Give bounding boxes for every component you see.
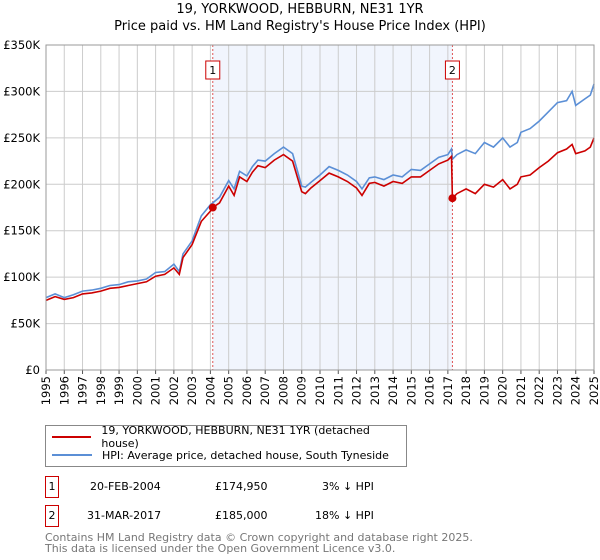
- x-tick-label: 1999: [112, 376, 126, 405]
- x-tick-label: 2005: [222, 376, 236, 405]
- y-tick-label: £0: [25, 363, 40, 377]
- series-line: [45, 137, 595, 302]
- price-chart: £0 £50K £100K £150K £200K £250K £300K £350K 1995…: [3, 38, 600, 405]
- footer-copyright: Contains HM Land Registry data © Crown c…: [45, 531, 473, 544]
- sale-label-box: [205, 60, 221, 80]
- x-tick-label: 2022: [532, 376, 546, 405]
- transaction-hpi: 18% ↓ HPI: [315, 509, 374, 522]
- sale-label: 1: [209, 64, 216, 77]
- y-tick-label: £250K: [3, 131, 40, 145]
- plot-frame: [45, 44, 595, 371]
- sale-point: [448, 194, 457, 203]
- series-line: [45, 83, 595, 299]
- x-tick-label: 2016: [423, 376, 437, 405]
- sale-label: 2: [449, 64, 456, 77]
- y-tick-label: £50K: [11, 317, 41, 331]
- x-tick-label: 2025: [587, 376, 600, 405]
- legend-red-label: 19, YORKWOOD, HEBBURN, NE31 1YR (detache…: [101, 424, 370, 450]
- y-tick-label: £100K: [3, 270, 40, 284]
- x-tick-label: 2011: [331, 376, 345, 405]
- x-tick-label: 1995: [39, 376, 53, 405]
- transaction-date: 20-FEB-2004: [90, 480, 161, 493]
- transaction-price: £174,950: [215, 480, 268, 493]
- y-tick-label: £150K: [3, 224, 40, 238]
- x-tick-label: 2018: [459, 376, 473, 405]
- x-tick-label: 2010: [313, 376, 327, 405]
- transaction-hpi: 3% ↓ HPI: [322, 480, 374, 493]
- x-tick-label: 2023: [550, 376, 564, 405]
- x-tick-label: 2021: [514, 376, 528, 405]
- sale-point: [208, 203, 217, 212]
- x-tick-label: 2017: [441, 376, 455, 405]
- transaction-number: 2: [45, 505, 59, 527]
- footer-licence: This data is licensed under the Open Gov…: [45, 542, 396, 555]
- x-tick-label: 2008: [276, 376, 290, 405]
- y-tick-label: £300K: [3, 84, 40, 98]
- x-tick-label: 2014: [386, 376, 400, 405]
- x-tick-label: 2003: [185, 376, 199, 405]
- sale-label-box: [444, 60, 460, 80]
- y-tick-label: £200K: [3, 177, 40, 191]
- legend: 19, YORKWOOD, HEBBURN, NE31 1YR (detache…: [45, 424, 407, 467]
- y-tick-label: £350K: [3, 38, 40, 52]
- transaction-price: £185,000: [215, 509, 268, 522]
- transaction-number: 1: [45, 476, 59, 498]
- legend-red-swatch: [52, 436, 92, 438]
- x-tick-label: 2024: [569, 376, 583, 405]
- x-tick-label: 2015: [404, 376, 418, 405]
- chart-title: 19, YORKWOOD, HEBBURN, NE31 1YR: [176, 2, 424, 17]
- x-tick-label: 2007: [258, 376, 272, 405]
- transaction-date: 31-MAR-2017: [87, 509, 162, 522]
- x-tick-label: 2013: [368, 376, 382, 405]
- x-tick-label: 2012: [350, 376, 364, 405]
- transaction-row: 2 31-MAR-2017 £185,000 18% ↓ HPI: [45, 505, 445, 527]
- legend-blue-swatch: [52, 454, 92, 456]
- x-tick-label: 2020: [496, 376, 510, 405]
- x-tick-label: 1997: [76, 376, 90, 405]
- x-tick-label: 2006: [240, 376, 254, 405]
- legend-blue-label: HPI: Average price, detached house, Sout…: [102, 448, 389, 462]
- x-tick-label: 2009: [295, 376, 309, 405]
- x-tick-label: 1996: [57, 376, 71, 405]
- chart-subtitle: Price paid vs. HM Land Registry's House …: [114, 19, 486, 34]
- x-tick-label: 2004: [203, 376, 217, 405]
- x-tick-label: 2001: [149, 376, 163, 405]
- shaded-region: [212, 45, 453, 370]
- x-tick-label: 2002: [167, 376, 181, 405]
- x-tick-label: 2019: [477, 376, 491, 405]
- transaction-row: 1 20-FEB-2004 £174,950 3% ↓ HPI: [45, 476, 445, 498]
- x-tick-label: 2000: [130, 376, 144, 405]
- x-tick-label: 1998: [94, 376, 108, 405]
